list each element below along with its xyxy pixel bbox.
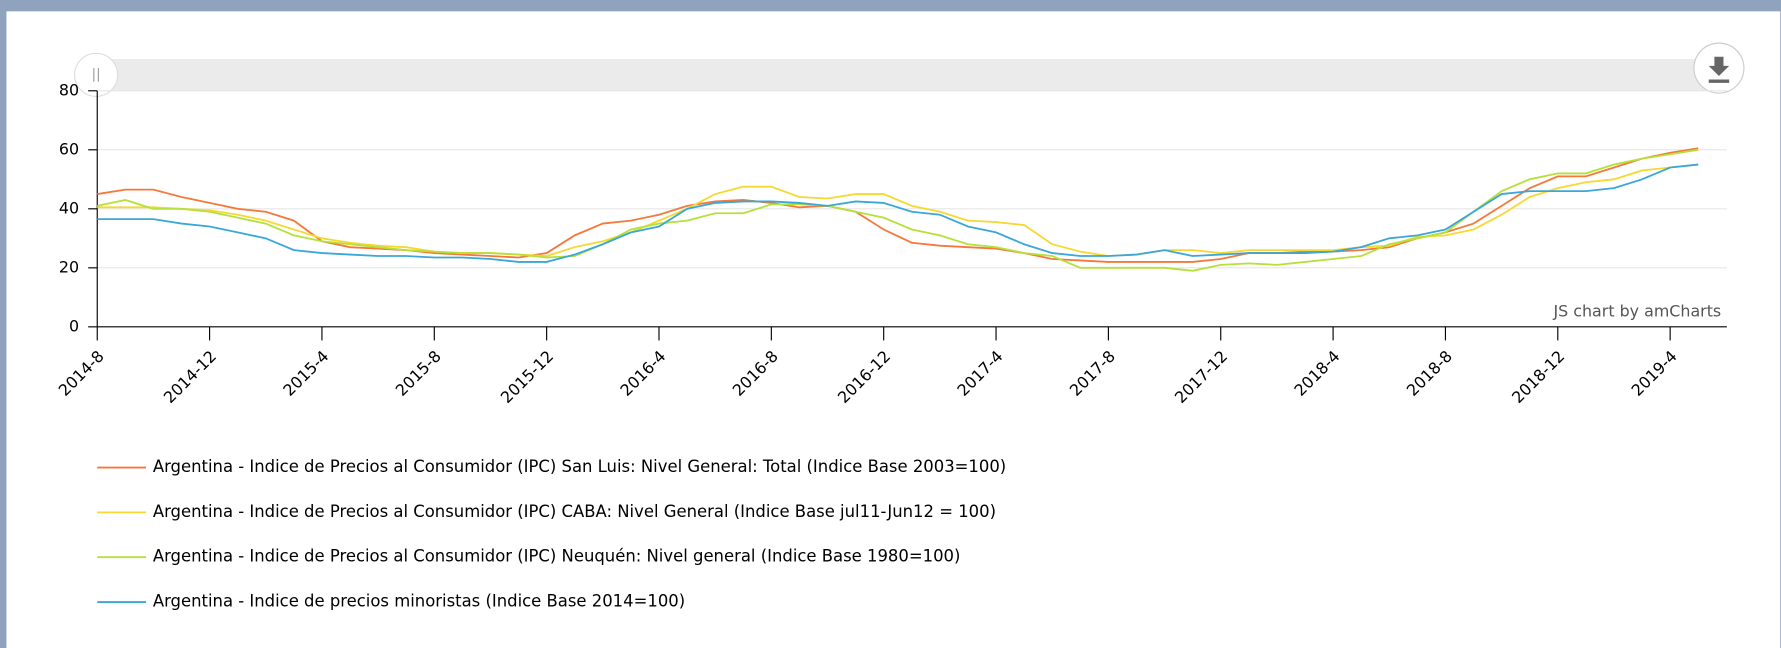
legend-label: Argentina - Indice de Precios al Consumi… (153, 547, 961, 566)
y-tick-label: 0 (69, 316, 79, 335)
scrollbar[interactable] (97, 59, 1721, 91)
y-tick-label: 40 (59, 198, 79, 217)
y-tick-label: 80 (59, 80, 79, 99)
legend-label: Argentina - Indice de Precios al Consumi… (153, 502, 996, 521)
line (97, 148, 1699, 272)
legend-label: Argentina - Indice de Precios al Consumi… (153, 457, 1006, 476)
legend-label: Argentina - Indice de precios minoristas… (153, 592, 685, 611)
panel (6, 11, 1781, 648)
y-tick-label: 60 (59, 139, 79, 158)
y-tick-label: 20 (59, 257, 79, 276)
line (97, 163, 1699, 263)
download-icon (1708, 56, 1730, 83)
credit: JS chart by amCharts (1552, 302, 1721, 321)
scrollbar-grip[interactable] (73, 52, 119, 98)
